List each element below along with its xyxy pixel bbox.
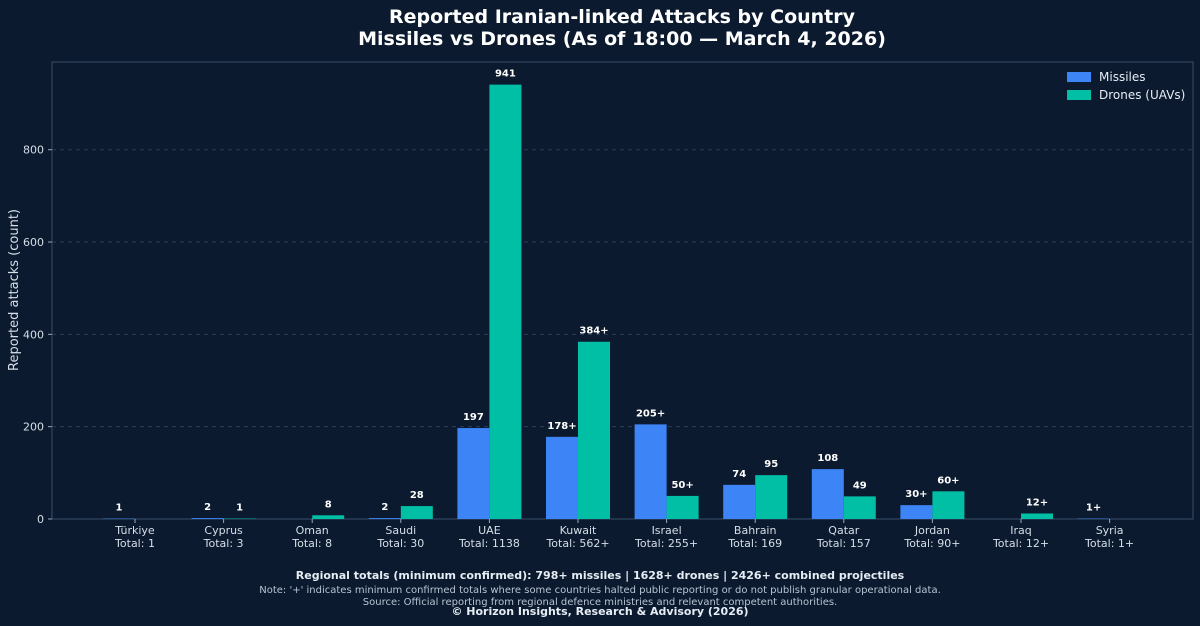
- footer-note: Note: '+' indicates minimum confirmed to…: [259, 585, 941, 596]
- x-tick-total: Total: 1: [114, 537, 155, 550]
- data-label: 12+: [1026, 497, 1048, 508]
- legend-swatch-missiles: [1067, 72, 1091, 82]
- data-label: 28: [410, 490, 424, 501]
- x-tick-label: Bahrain: [734, 524, 777, 537]
- data-label: 74: [732, 469, 746, 480]
- data-label: 1: [116, 503, 123, 514]
- bar-drones-qatar: [843, 496, 876, 519]
- bar-drones-kuwait: [578, 341, 610, 519]
- x-tick-label: Kuwait: [560, 524, 597, 537]
- bar-drones-oman: [312, 515, 345, 519]
- x-tick-total: Total: 1+: [1084, 537, 1134, 550]
- legend-label-missiles: Missiles: [1099, 70, 1146, 84]
- x-tick-total: Total: 30: [376, 537, 424, 550]
- x-tick-label: Qatar: [828, 524, 859, 537]
- footer-copyright: © Horizon Insights, Research & Advisory …: [451, 605, 749, 618]
- y-tick-label: 800: [23, 144, 44, 157]
- data-label: 95: [764, 459, 778, 470]
- data-label: 1: [236, 503, 243, 514]
- x-tick-total: Total: 562+: [545, 537, 609, 550]
- data-label: 30+: [905, 489, 927, 500]
- bar-missiles-israel: [634, 424, 667, 519]
- legend-swatch-drones: [1067, 90, 1091, 100]
- bar-drones-jordan: [932, 491, 965, 519]
- bar-drones-israel: [666, 495, 699, 519]
- bar-drones-bahrain: [755, 475, 788, 519]
- x-tick-label: UAE: [478, 524, 501, 537]
- chart-title: Reported Iranian-linked Attacks by Count…: [389, 6, 856, 28]
- bar-missiles-jordan: [900, 505, 933, 519]
- data-labels: 1 2 1 8 2 28 197 941 178+ 384+ 205+ 50+ 74 95 108 49 30+…: [116, 69, 1102, 514]
- y-tick-label: 600: [23, 236, 44, 249]
- footer-totals: Regional totals (minimum confirmed): 798…: [295, 569, 905, 582]
- footer-source: Source: Official reporting from regional…: [362, 597, 838, 608]
- data-label: 197: [463, 412, 484, 423]
- data-label: 60+: [937, 475, 959, 486]
- data-label: 50+: [671, 480, 693, 491]
- x-tick-total: Total: 255+: [634, 537, 698, 550]
- data-label: 205+: [636, 408, 665, 419]
- x-tick-label: Oman: [296, 524, 329, 537]
- data-label: 2: [204, 502, 211, 513]
- chart-subtitle: Missiles vs Drones (As of 18:00 — March …: [358, 28, 886, 50]
- x-tick-label: Cyprus: [204, 524, 243, 537]
- legend: Missiles Drones (UAVs): [1067, 70, 1185, 102]
- data-label: 1+: [1086, 503, 1101, 514]
- x-tick-total: Total: 3: [203, 537, 244, 550]
- plot-area: [51, 61, 1194, 520]
- x-tick-total: Total: 1138: [458, 537, 520, 550]
- data-label: 384+: [579, 326, 608, 337]
- x-tick-label: Türkiye: [114, 524, 155, 537]
- y-axis: 0 200 400 600 800: [23, 144, 52, 526]
- bar-missiles-qatar: [811, 469, 844, 519]
- x-tick-total: Total: 12+: [992, 537, 1049, 550]
- bar-drones-saudi: [400, 506, 433, 519]
- x-tick-label: Iraq: [1010, 524, 1032, 537]
- bar-missiles-cyprus: [191, 518, 224, 519]
- bar-missiles-saudi: [368, 518, 401, 519]
- data-label: 2: [381, 502, 388, 513]
- y-tick-label: 400: [23, 328, 44, 341]
- bar-drones-uae: [489, 84, 522, 519]
- y-axis-label: Reported attacks (count): [7, 209, 22, 371]
- data-label: 8: [325, 499, 332, 510]
- bar-missiles-bahrain: [723, 484, 756, 519]
- x-tick-label: Jordan: [914, 524, 950, 537]
- x-tick-total: Total: 157: [816, 537, 871, 550]
- x-tick-total: Total: 169: [727, 537, 782, 550]
- data-label: 178+: [547, 421, 576, 432]
- bars: [103, 84, 1110, 519]
- x-tick-label: Saudi: [385, 524, 416, 537]
- y-tick-label: 0: [37, 513, 44, 526]
- y-tick-label: 200: [23, 421, 44, 434]
- bar-missiles-uae: [457, 428, 490, 519]
- legend-label-drones: Drones (UAVs): [1099, 88, 1185, 102]
- x-tick-total: Total: 8: [291, 537, 332, 550]
- gridlines: [52, 149, 1193, 428]
- bar-missiles-kuwait: [546, 436, 578, 519]
- bar-drones-iraq: [1021, 513, 1053, 519]
- x-tick-label: Israel: [652, 524, 682, 537]
- data-label: 49: [853, 480, 867, 491]
- data-label: 108: [817, 453, 838, 464]
- x-tick-total: Total: 90+: [903, 537, 960, 550]
- x-tick-label: Syria: [1096, 524, 1124, 537]
- data-label: 941: [495, 69, 516, 80]
